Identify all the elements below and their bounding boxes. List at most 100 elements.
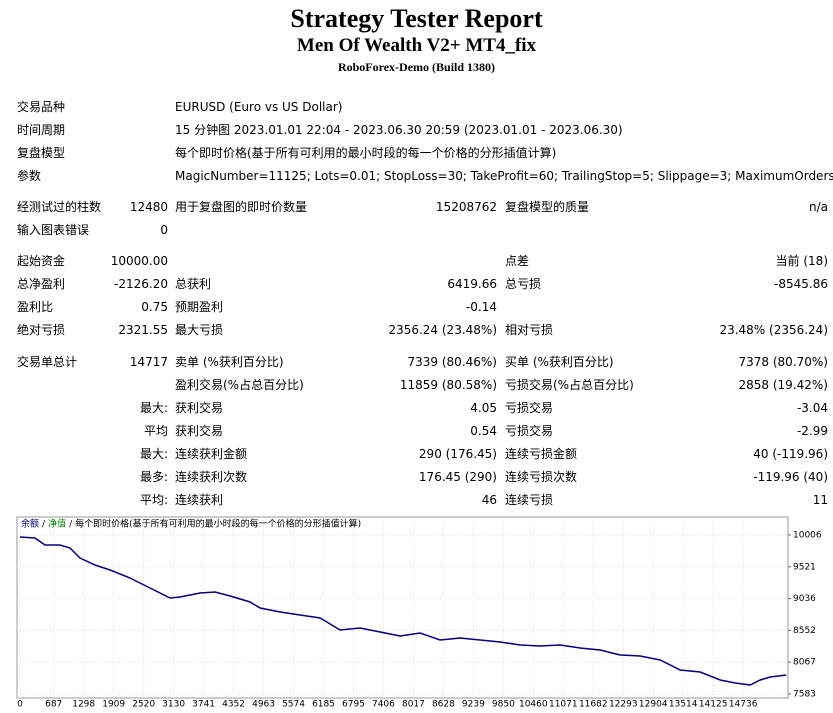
stat-label: 连续获利次数 bbox=[175, 470, 248, 484]
x-tick-label: 0 bbox=[17, 700, 23, 710]
info-label: 交易品种 bbox=[17, 100, 66, 114]
stat-value: 15208762 bbox=[435, 200, 497, 214]
stat-label: 绝对亏损 bbox=[17, 323, 66, 337]
stat-label: 卖单 (%获利百分比) bbox=[175, 355, 284, 369]
x-tick-label: 9239 bbox=[462, 700, 485, 710]
chart: 10006 9521 9036 8552 8067 7583 0 687 1298 1909 252… bbox=[16, 516, 822, 710]
server-name: RoboForex-Demo (Build 1380) bbox=[337, 60, 496, 74]
stat-value: 7339 (80.46%) bbox=[407, 355, 497, 369]
y-tick-label: 9521 bbox=[793, 562, 816, 572]
stat-label: 买单 (%获利百分比) bbox=[505, 355, 614, 369]
stat-label: 复盘模型的质量 bbox=[505, 200, 590, 214]
stat-value: -8545.86 bbox=[774, 277, 828, 291]
stat-value: 23.48% (2356.24) bbox=[719, 323, 828, 337]
stat-label: 总亏损 bbox=[505, 277, 542, 291]
x-tick-label: 2520 bbox=[132, 700, 155, 710]
x-tick-label: 10460 bbox=[519, 700, 548, 710]
x-tick-label: 3130 bbox=[162, 700, 185, 710]
legend-balance: 余额 bbox=[21, 518, 39, 530]
stat-value: -2.99 bbox=[796, 424, 828, 438]
x-tick-label: 14125 bbox=[699, 700, 728, 710]
report-title: Strategy Tester Report bbox=[290, 4, 543, 33]
stat-value: 最大: bbox=[139, 447, 168, 461]
stat-value: 0.75 bbox=[141, 300, 168, 314]
stat-label: 亏损交易(%占总百分比) bbox=[505, 378, 634, 392]
stat-label: 用于复盘图的即时价数量 bbox=[175, 200, 308, 214]
stat-label: 盈利比 bbox=[17, 300, 54, 314]
stat-value: 40 (-119.96) bbox=[753, 447, 828, 461]
stat-label: 连续亏损次数 bbox=[505, 470, 578, 484]
x-tick-label: 3741 bbox=[192, 700, 215, 710]
stat-value: 0.54 bbox=[470, 424, 497, 438]
stat-label: 亏损交易 bbox=[505, 424, 554, 438]
x-tick-label: 14736 bbox=[729, 700, 758, 710]
stat-label: 相对亏损 bbox=[505, 323, 554, 337]
x-tick-label: 4963 bbox=[252, 700, 275, 710]
stat-value: 0 bbox=[160, 223, 168, 237]
stat-label: 输入图表错误 bbox=[17, 223, 90, 237]
stat-value: 平均: bbox=[139, 493, 168, 507]
stat-label: 连续获利金额 bbox=[175, 447, 248, 461]
x-tick-label: 12904 bbox=[639, 700, 668, 710]
legend-equity: 净值 bbox=[48, 518, 66, 530]
stat-value: 14717 bbox=[129, 355, 168, 369]
x-tick-label: 13514 bbox=[669, 700, 698, 710]
x-tick-label: 687 bbox=[45, 700, 62, 710]
stat-value: 7378 (80.70%) bbox=[738, 355, 828, 369]
stat-label: 连续亏损金额 bbox=[505, 447, 578, 461]
y-tick-label: 9036 bbox=[793, 594, 816, 604]
stat-value: 290 (176.45) bbox=[418, 447, 497, 461]
stat-value: 11859 (80.58%) bbox=[399, 378, 497, 392]
info-label: 参数 bbox=[17, 169, 42, 183]
stat-value: 4.05 bbox=[470, 401, 497, 415]
plot-area bbox=[16, 516, 789, 699]
y-tick-label: 10006 bbox=[793, 530, 822, 540]
stat-label: 预期盈利 bbox=[175, 300, 224, 314]
x-tick-label: 9850 bbox=[492, 700, 515, 710]
stat-value: -0.14 bbox=[465, 300, 497, 314]
x-tick-label: 11682 bbox=[579, 700, 608, 710]
y-tick-label: 8552 bbox=[793, 626, 816, 636]
info-value: MagicNumber=11125; Lots=0.01; StopLoss=3… bbox=[175, 169, 833, 183]
y-tick-label: 7583 bbox=[793, 689, 816, 699]
x-tick-label: 11071 bbox=[549, 700, 578, 710]
stat-value: 2858 (19.42%) bbox=[738, 378, 828, 392]
x-tick-label: 6795 bbox=[342, 700, 365, 710]
stat-value: 当前 (18) bbox=[775, 254, 828, 268]
x-tick-label: 12293 bbox=[609, 700, 638, 710]
stat-value: 2321.55 bbox=[118, 323, 168, 337]
info-value: EURUSD (Euro vs US Dollar) bbox=[175, 100, 343, 114]
x-tick-label: 8628 bbox=[432, 700, 455, 710]
stat-value: 10000.00 bbox=[110, 254, 168, 268]
legend-model: 每个即时价格(基于所有可利用的最小时段的每一个价格的分形插值计算) bbox=[75, 518, 361, 530]
stat-label: 获利交易 bbox=[175, 424, 224, 438]
stat-label: 点差 bbox=[505, 254, 530, 268]
stat-value: 最多: bbox=[139, 470, 168, 484]
stat-value: 最大: bbox=[139, 401, 168, 415]
x-tick-label: 7406 bbox=[372, 700, 395, 710]
stat-label: 亏损交易 bbox=[505, 401, 554, 415]
stat-label: 总净盈利 bbox=[17, 277, 66, 291]
stat-value: -119.96 (40) bbox=[753, 470, 828, 484]
stat-value: n/a bbox=[808, 200, 828, 214]
y-tick-label: 8067 bbox=[793, 658, 816, 668]
legend-separator: / bbox=[69, 520, 73, 530]
report-subtitle: Men Of Wealth V2+ MT4_fix bbox=[296, 35, 537, 56]
x-tick-label: 1909 bbox=[102, 700, 125, 710]
stat-value: 平均 bbox=[143, 424, 168, 438]
stat-label: 交易单总计 bbox=[17, 355, 78, 369]
stat-value: 46 bbox=[481, 493, 497, 507]
info-value: 每个即时价格(基于所有可利用的最小时段的每一个价格的分形插值计算) bbox=[175, 146, 557, 160]
stat-label: 起始资金 bbox=[17, 254, 66, 268]
stat-value: -2126.20 bbox=[114, 277, 168, 291]
info-label: 复盘模型 bbox=[17, 146, 66, 160]
x-tick-label: 8017 bbox=[402, 700, 425, 710]
info-value: 15 分钟图 2023.01.01 22:04 - 2023.06.30 20:… bbox=[175, 123, 623, 137]
stat-value: 11 bbox=[812, 493, 828, 507]
stat-value: 12480 bbox=[129, 200, 168, 214]
stat-label: 连续获利 bbox=[175, 493, 224, 507]
legend-separator: / bbox=[42, 520, 46, 530]
stat-label: 获利交易 bbox=[175, 401, 224, 415]
stat-value: -3.04 bbox=[796, 401, 828, 415]
